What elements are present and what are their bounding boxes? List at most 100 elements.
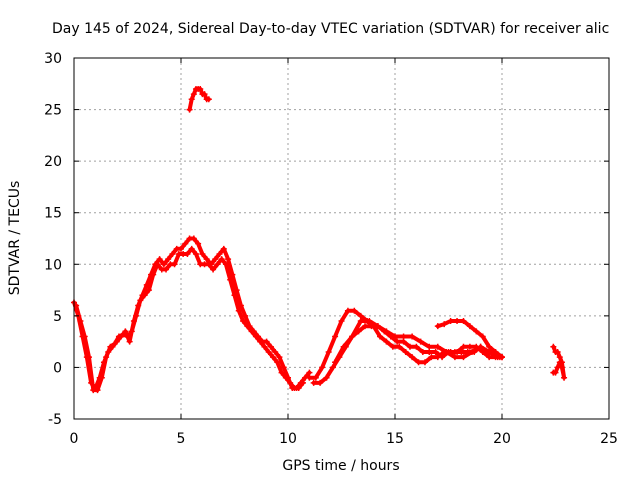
data-point [154,261,161,268]
x-tick-label: 15 [386,431,404,447]
data-point [460,343,467,350]
x-tick-label: 20 [493,431,511,447]
data-point [319,364,326,371]
data-point [205,261,212,268]
data-point [323,374,330,381]
data-point [477,343,484,350]
data-point [394,338,401,345]
data-point [332,359,339,366]
plot-frame [73,57,610,420]
series-main-arc-a [72,236,312,391]
data-point [225,256,232,263]
x-tick-label: 5 [177,431,186,447]
data-point [182,240,189,247]
data-point [203,256,210,263]
data-point [447,318,454,325]
x-tick-label: 25 [600,431,618,447]
x-axis-label: GPS time / hours [282,458,399,474]
data-point [486,343,493,350]
data-point [218,256,225,263]
data-point [280,364,287,371]
data-point [340,343,347,350]
data-point [421,359,428,366]
data-point [85,354,92,361]
data-point [499,354,505,361]
data-point [434,323,441,330]
data-point [150,271,157,278]
data-point [287,379,294,386]
data-point [351,307,358,314]
data-point [409,333,416,340]
data-point [222,261,229,268]
data-point [126,338,133,345]
data-point [282,374,289,381]
data-point [299,379,306,386]
data-point [124,333,131,340]
data-point [265,348,272,355]
data-point [415,359,422,366]
data-point [396,343,403,350]
series-main-arc-b [74,246,305,393]
data-point [120,331,127,338]
data-point [199,250,206,257]
data-point [141,292,148,299]
data-point [409,354,416,361]
data-point [103,354,110,361]
data-point [220,245,227,252]
data-point [274,359,281,366]
data-point [426,343,433,350]
data-point [163,266,170,273]
data-point [188,245,195,252]
data-point [210,266,217,273]
data-point [267,343,274,350]
data-point [383,328,390,335]
data-point [392,333,398,340]
data-point [227,276,234,283]
data-point [400,338,407,345]
data-point [205,96,212,103]
data-point [441,321,448,328]
data-point [261,343,268,350]
data-point [329,364,336,371]
y-tick-label: 10 [44,257,62,273]
data-point [186,106,193,113]
x-tick-label: 0 [70,431,79,447]
data-point [252,333,259,340]
data-point [94,387,101,394]
data-point [278,369,285,376]
data-point [295,385,302,392]
data-point [432,348,439,355]
data-point [460,354,467,361]
data-point [128,328,135,335]
data-point [349,333,356,340]
data-point [400,333,407,340]
data-point [270,354,277,361]
y-tick-label: -5 [48,412,62,428]
data-point [434,343,441,350]
data-point [306,369,313,376]
data-point [115,333,122,340]
grid [74,58,609,419]
data-point [469,348,476,355]
data-point [160,261,167,268]
y-tick-label: 0 [53,360,62,376]
data-point [451,354,458,361]
data-point [556,354,563,361]
data-point [317,379,324,386]
y-tick-label: 15 [44,206,62,222]
data-point [197,85,204,92]
chart-title: Day 145 of 2024, Sidereal Day-to-day VTE… [52,21,609,37]
data-point [454,318,461,325]
data-point [312,374,319,381]
data-point [428,354,435,361]
data-point [171,261,178,268]
data-point [248,328,255,335]
y-tick-label: 25 [44,103,62,119]
data-point [212,256,219,263]
data-point [257,338,264,345]
data-point [554,348,561,355]
data-point [556,359,563,366]
data-point [310,379,317,386]
data-point [492,348,499,355]
data-point [362,323,369,330]
